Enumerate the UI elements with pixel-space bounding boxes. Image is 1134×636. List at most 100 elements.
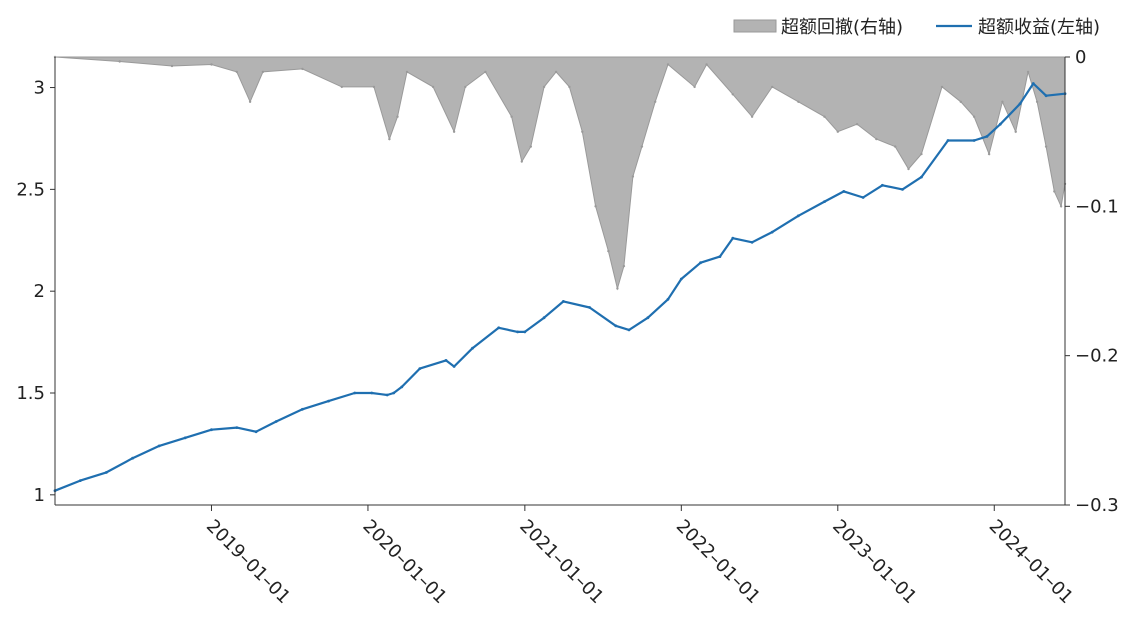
excess-return-point xyxy=(254,430,258,434)
left-axis-tick-label: 3 xyxy=(34,78,45,99)
excess-return-point xyxy=(797,214,800,218)
excess-return-point xyxy=(523,330,527,334)
excess-return-point xyxy=(131,456,135,460)
drawdown-point xyxy=(452,130,456,133)
drawdown-point xyxy=(520,160,523,163)
excess-return-point xyxy=(666,297,670,301)
x-axis-tick-label: 2024–01–01 xyxy=(985,516,1077,608)
drawdown-point xyxy=(907,167,910,171)
left-axis-tick-label: 1.5 xyxy=(16,383,45,404)
drawdown-point xyxy=(1035,100,1039,104)
excess-return-point xyxy=(327,399,330,403)
excess-return-point xyxy=(588,306,591,309)
drawdown-point xyxy=(823,115,826,118)
drawdown-point xyxy=(396,115,399,118)
excess-return-point xyxy=(78,479,82,482)
drawdown-point xyxy=(855,123,859,126)
excess-return-point xyxy=(562,300,565,303)
drawdown-point xyxy=(340,85,343,89)
excess-return-point xyxy=(418,367,422,370)
left-axis-tick-label: 1 xyxy=(34,485,45,506)
excess-return-point xyxy=(998,122,1002,126)
excess-return-point xyxy=(235,426,239,429)
drawdown-point xyxy=(771,85,774,89)
right-axis-tick-label: −0.1 xyxy=(1075,196,1119,217)
excess-return-point xyxy=(901,188,904,191)
excess-return-point xyxy=(1044,94,1048,98)
drawdown-point xyxy=(594,205,597,208)
excess-return-point xyxy=(718,255,722,258)
drawdown-point xyxy=(972,115,976,118)
drawdown-point xyxy=(529,145,532,148)
drawdown-point xyxy=(1053,190,1056,193)
right-axis-tick-label: −0.2 xyxy=(1075,346,1119,367)
drawdown-point xyxy=(622,264,626,268)
drawdown-point xyxy=(510,115,513,118)
right-axis-tick-label: 0 xyxy=(1075,47,1086,68)
drawdown-point xyxy=(405,70,409,74)
legend-drawdown-swatch xyxy=(733,19,777,33)
excess-return-point xyxy=(731,236,735,240)
drawdown-point xyxy=(1059,205,1063,208)
drawdown-point xyxy=(666,63,670,66)
drawdown-point xyxy=(920,152,923,156)
drawdown-point xyxy=(235,70,238,74)
drawdown-point xyxy=(987,152,991,156)
drawdown-point xyxy=(554,70,558,74)
drawdown-point xyxy=(894,145,897,148)
drawdown-point xyxy=(301,67,304,71)
drawdown-point xyxy=(705,63,708,66)
drawdown-point xyxy=(464,85,467,89)
excess-return-point xyxy=(471,346,474,350)
excess-return-point xyxy=(1031,82,1035,85)
drawdown-point xyxy=(631,175,635,178)
excess-return-point xyxy=(1018,102,1022,106)
excess-return-point xyxy=(823,200,826,204)
excess-return-point xyxy=(385,393,389,397)
legend-excess-return-label: 超额收益(左轴) xyxy=(978,17,1100,38)
excess-return-point xyxy=(353,391,357,395)
drawdown-point xyxy=(875,137,878,141)
excess-return-point xyxy=(946,139,950,142)
x-axis-tick-label: 2020–01–01 xyxy=(358,516,450,608)
drawdown-point xyxy=(940,85,944,89)
drawdown-point xyxy=(581,130,584,133)
drawdown-point xyxy=(640,145,644,148)
drawdown-area xyxy=(54,56,1066,291)
drawdown-point xyxy=(118,60,121,63)
drawdown-point xyxy=(1026,70,1030,74)
x-axis-tick-label: 2019–01–01 xyxy=(202,516,294,608)
excess-return-point xyxy=(370,391,374,395)
excess-return-point xyxy=(750,240,754,244)
excess-return-point xyxy=(542,316,546,320)
excess-return-point xyxy=(972,139,976,142)
excess-return-point xyxy=(920,175,923,179)
excess-return-point xyxy=(301,407,304,411)
drawdown-point xyxy=(210,63,213,66)
excess-return-point xyxy=(861,196,865,199)
drawdown-point xyxy=(542,85,546,89)
excess-return-point xyxy=(183,436,187,440)
drawdown-point xyxy=(170,64,174,68)
excess-return-point xyxy=(699,261,702,265)
drawdown-point xyxy=(484,70,487,74)
excess-return-point xyxy=(497,326,501,330)
drawdown-point xyxy=(797,100,800,104)
x-axis-tick-label: 2021–01–01 xyxy=(515,516,607,608)
excess-return-point xyxy=(516,330,519,334)
excess-return-point xyxy=(646,316,650,320)
drawdown-point xyxy=(261,70,265,74)
drawdown-point xyxy=(750,115,754,118)
drawdown-point xyxy=(731,93,734,96)
drawdown-point xyxy=(654,100,657,104)
drawdown-point xyxy=(372,85,376,89)
drawdown-point xyxy=(388,137,391,141)
excess-return-point xyxy=(881,183,884,187)
drawdown-point xyxy=(431,85,435,89)
excess-return-point xyxy=(614,324,618,328)
excess-return-point xyxy=(627,328,631,332)
x-axis-tick-label: 2023–01–01 xyxy=(828,516,920,608)
drawdown-point xyxy=(959,100,962,104)
